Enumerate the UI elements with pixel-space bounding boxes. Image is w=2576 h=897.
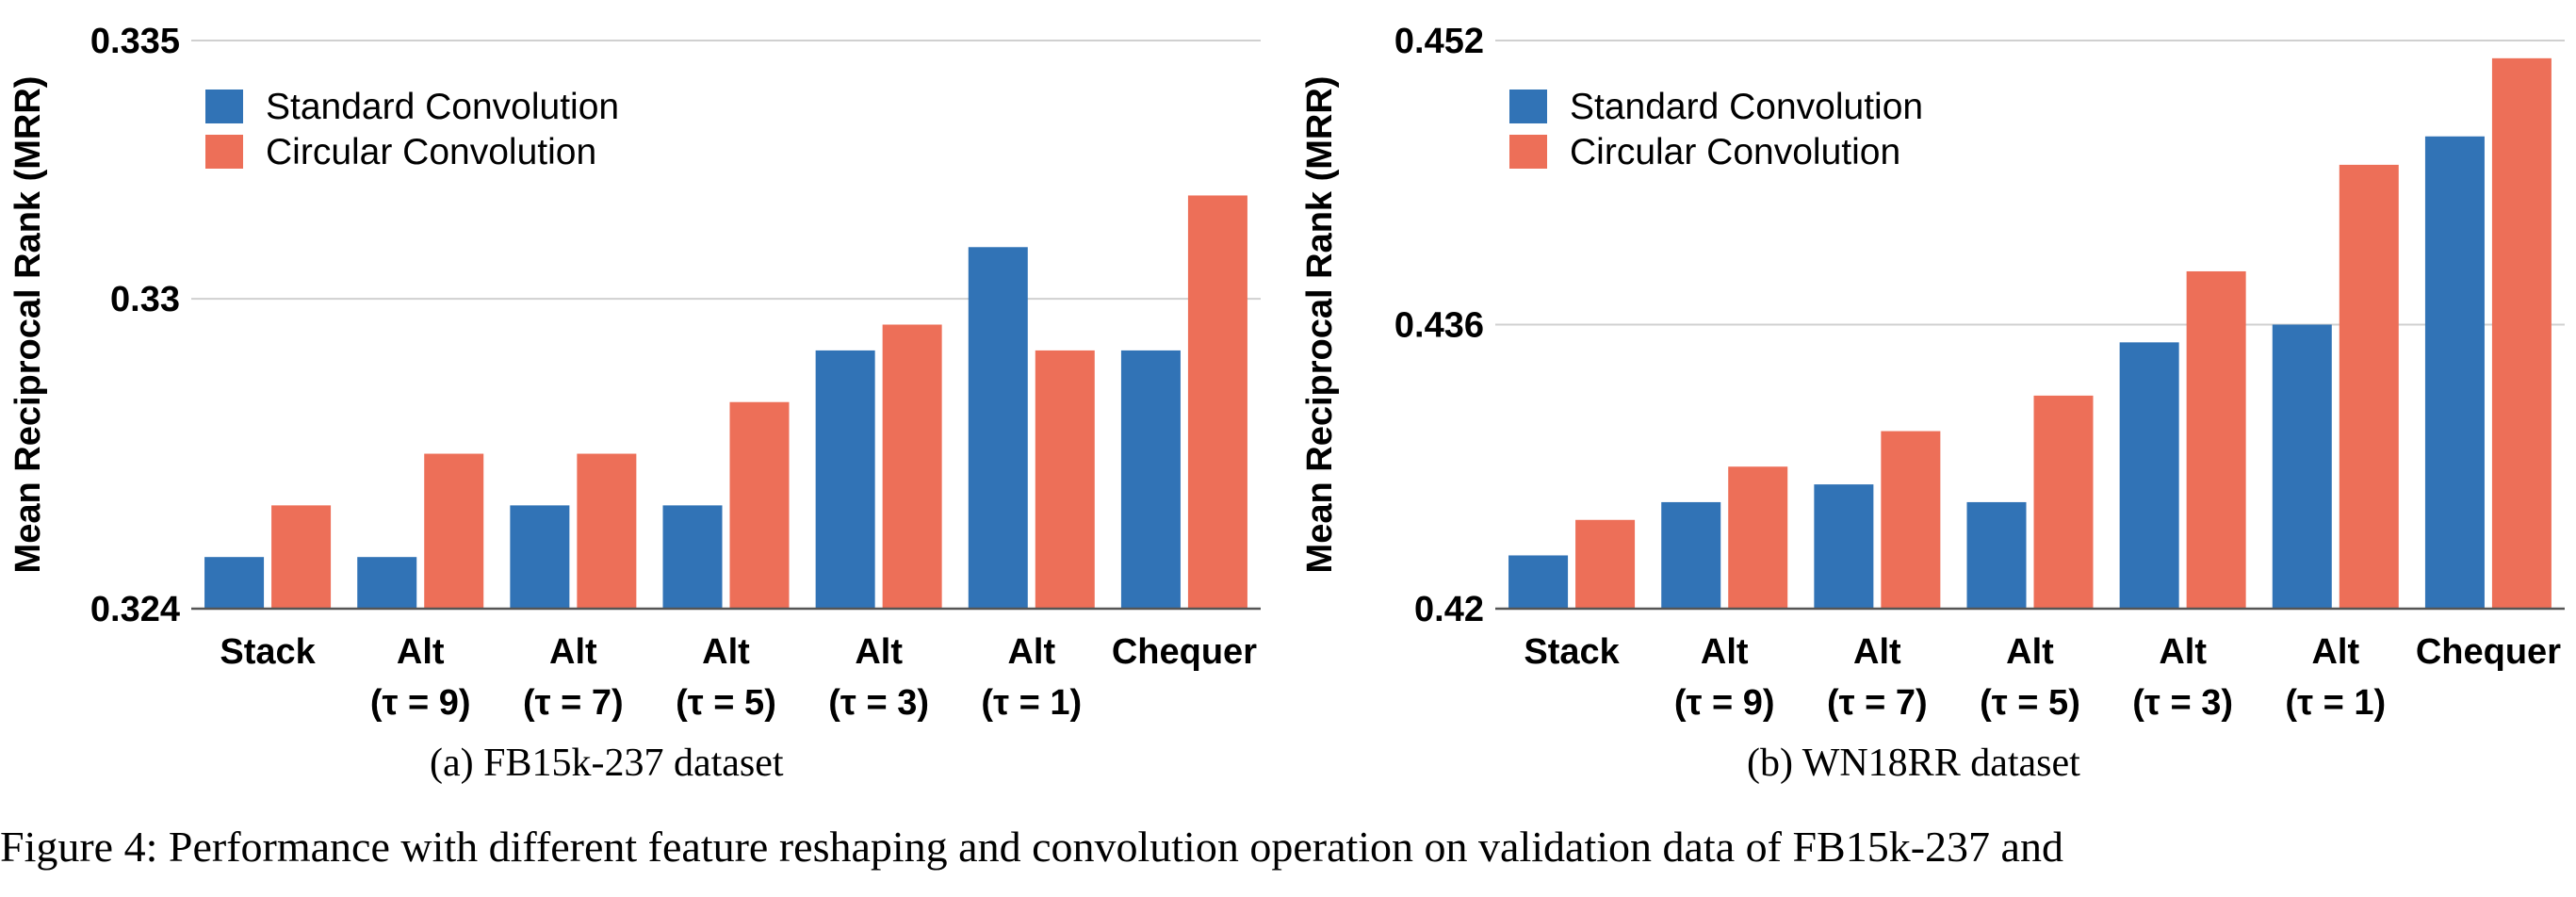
wn18rr-bar-circular bbox=[2491, 57, 2552, 609]
fb15k-ytick-label: 0.335 bbox=[90, 22, 180, 61]
fb15k-xtick-label: Alt bbox=[549, 632, 597, 672]
wn18rr-bar-standard bbox=[1966, 501, 2027, 609]
chart-fb15k-237: 0.324 0.33 0.335 Mean Reciprocal Rank (MRR)… bbox=[0, 0, 1288, 810]
wn18rr-bar-circular bbox=[2339, 164, 2399, 609]
fb15k-xtick-label: Alt bbox=[702, 632, 750, 672]
fb15k-bar-circular bbox=[577, 453, 637, 609]
fb15k-xtick-label: Alt bbox=[1007, 632, 1055, 672]
fb15k-xtick-sublabel: (τ = 1) bbox=[981, 683, 1082, 723]
fb15k-legend-swatch-standard bbox=[205, 90, 243, 123]
wn18rr-ylabel: Mean Reciprocal Rank (MRR) bbox=[1300, 76, 1340, 574]
wn18rr-xtick-sublabel: (τ = 7) bbox=[1827, 683, 1928, 723]
fb15k-bar-circular bbox=[882, 324, 942, 609]
figure-caption: Figure 4: Performance with different fea… bbox=[0, 823, 2063, 871]
wn18rr-bar-standard bbox=[1814, 484, 1874, 609]
wn18rr-bar-standard bbox=[2272, 324, 2332, 609]
wn18rr-bar-circular bbox=[2033, 395, 2094, 609]
fb15k-xtick-label: Stack bbox=[220, 632, 316, 672]
fb15k-bar-circular bbox=[1187, 195, 1247, 610]
wn18rr-xtick-label: Alt bbox=[2006, 632, 2054, 672]
fb15k-xtick-sublabel: (τ = 7) bbox=[523, 683, 624, 723]
fb15k-xtick-sublabel: (τ = 9) bbox=[370, 683, 471, 723]
wn18rr-xtick-sublabel: (τ = 1) bbox=[2285, 683, 2386, 723]
fb15k-xtick-label: Alt bbox=[397, 632, 445, 672]
fb15k-legend-swatch-circular bbox=[205, 135, 243, 169]
wn18rr-bar-standard bbox=[1508, 555, 1569, 609]
fb15k-legend-label: Circular Convolution bbox=[266, 132, 596, 172]
wn18rr-xtick-label: Alt bbox=[2159, 632, 2207, 672]
chart-wn18rr: 0.42 0.436 0.452 Mean Reciprocal Rank (MRR)… bbox=[1288, 0, 2576, 810]
chart-fb15k-237-svg: 0.324 0.33 0.335 Mean Reciprocal Rank (MRR)… bbox=[8, 22, 1261, 723]
subcaption-wn18rr: (b) WN18RR dataset bbox=[1747, 742, 2080, 785]
fb15k-bar-standard bbox=[357, 557, 417, 609]
wn18rr-legend-swatch-circular bbox=[1509, 135, 1547, 169]
fb15k-xtick-sublabel: (τ = 5) bbox=[676, 683, 776, 723]
wn18rr-bar-circular bbox=[1575, 519, 1636, 609]
fb15k-xtick-label: Chequer bbox=[1112, 632, 1257, 672]
wn18rr-xtick-label: Alt bbox=[2311, 632, 2359, 672]
fb15k-xtick-sublabel: (τ = 3) bbox=[828, 683, 929, 723]
wn18rr-xtick-sublabel: (τ = 5) bbox=[1980, 683, 2080, 723]
fb15k-bar-standard bbox=[815, 350, 875, 609]
wn18rr-ytick-label: 0.436 bbox=[1394, 306, 1484, 346]
wn18rr-xtick-sublabel: (τ = 9) bbox=[1674, 683, 1775, 723]
fb15k-bar-circular bbox=[271, 505, 332, 609]
chart-wn18rr-svg: 0.42 0.436 0.452 Mean Reciprocal Rank (MRR)… bbox=[1300, 22, 2565, 723]
wn18rr-xtick-label: Alt bbox=[1853, 632, 1901, 672]
wn18rr-bar-standard bbox=[2424, 136, 2485, 609]
wn18rr-legend-label: Circular Convolution bbox=[1570, 132, 1900, 172]
wn18rr-bar-circular bbox=[1728, 466, 1788, 609]
fb15k-bar-standard bbox=[1120, 350, 1181, 609]
fb15k-legend-label: Standard Convolution bbox=[266, 87, 619, 127]
wn18rr-ytick-label: 0.42 bbox=[1414, 590, 1484, 629]
fb15k-ytick-label: 0.33 bbox=[110, 280, 180, 319]
fb15k-bar-standard bbox=[510, 505, 570, 609]
fb15k-bar-circular bbox=[1035, 350, 1095, 609]
wn18rr-xtick-label: Stack bbox=[1524, 632, 1620, 672]
fb15k-bar-standard bbox=[204, 557, 265, 609]
fb15k-bar-standard bbox=[662, 505, 723, 609]
wn18rr-bar-standard bbox=[1661, 501, 1721, 609]
fb15k-bar-circular bbox=[729, 401, 790, 609]
fb15k-bar-circular bbox=[424, 453, 484, 609]
fb15k-ytick-label: 0.324 bbox=[90, 590, 180, 629]
wn18rr-bar-circular bbox=[1881, 431, 1941, 609]
wn18rr-xtick-sublabel: (τ = 3) bbox=[2132, 683, 2233, 723]
fb15k-xtick-label: Alt bbox=[855, 632, 903, 672]
wn18rr-legend-label: Standard Convolution bbox=[1570, 87, 1923, 127]
wn18rr-bar-circular bbox=[2186, 270, 2246, 609]
wn18rr-xtick-label: Alt bbox=[1701, 632, 1749, 672]
wn18rr-ytick-label: 0.452 bbox=[1394, 22, 1484, 61]
fb15k-bar-standard bbox=[968, 247, 1028, 609]
subcaption-fb15k-237: (a) FB15k-237 dataset bbox=[430, 742, 784, 785]
wn18rr-bar-standard bbox=[2119, 342, 2179, 609]
fb15k-ylabel: Mean Reciprocal Rank (MRR) bbox=[8, 76, 48, 574]
wn18rr-xtick-label: Chequer bbox=[2416, 632, 2561, 672]
wn18rr-legend-swatch-standard bbox=[1509, 90, 1547, 123]
